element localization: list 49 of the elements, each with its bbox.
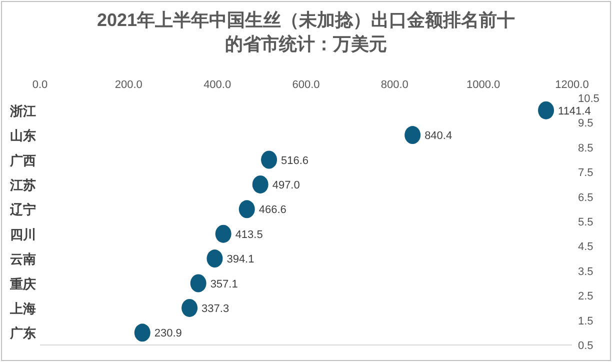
data-label: 337.3: [202, 302, 230, 315]
x-tick-label: 200.0: [114, 79, 142, 91]
point: [206, 250, 223, 268]
data-label: 840.4: [424, 130, 452, 142]
y2-tick-label: 10.5: [578, 93, 600, 105]
x-tick-label: 800.0: [380, 79, 408, 91]
x-tick-label: 1000.0: [466, 79, 500, 91]
y2-tick-label: 4.5: [578, 241, 594, 254]
data-label: 394.1: [226, 254, 254, 266]
data-label: 230.9: [154, 328, 182, 340]
y2-tick-label: 9.5: [578, 118, 594, 130]
y-tick-label: 四川: [10, 226, 36, 242]
y-tick-label: 广西: [9, 152, 36, 168]
y-tick-label: 江苏: [9, 177, 36, 192]
point: [182, 298, 198, 317]
data-label: 413.5: [235, 228, 263, 241]
y-tick-label: 广东: [9, 326, 36, 341]
x-tick-label: 600.0: [292, 79, 320, 91]
y2-tick-label: 1.5: [578, 315, 594, 328]
data-label: 466.6: [258, 204, 286, 216]
data-label: 357.1: [210, 278, 238, 290]
point: [190, 274, 206, 292]
y-tick-label: 山东: [10, 128, 36, 144]
data-label: 516.6: [281, 154, 309, 167]
chart-title: 2021年上半年中国生丝（未加捻）出口金额排名前十的省市统计：万美元: [96, 9, 516, 56]
y2-tick-label: 7.5: [578, 167, 594, 180]
x-tick-label: 0.0: [32, 79, 48, 91]
y-tick-label: 上海: [9, 300, 36, 316]
y2-tick-label: 0.5: [578, 340, 594, 352]
y-tick-label: 重庆: [9, 276, 36, 292]
point: [538, 101, 554, 120]
x-tick-label: 400.0: [204, 79, 232, 91]
y-tick-label: 浙江: [9, 103, 36, 118]
point: [252, 175, 268, 194]
y2-tick-label: 2.5: [578, 290, 594, 303]
point: [404, 126, 421, 144]
data-label: 1141.4: [558, 105, 591, 118]
point: [261, 150, 278, 169]
point: [238, 200, 255, 218]
y2-tick-label: 5.5: [578, 216, 594, 228]
x-tick-label: 1200.0: [555, 79, 589, 91]
y2-tick-label: 6.5: [578, 192, 594, 204]
y2-tick-label: 8.5: [578, 142, 594, 154]
point: [134, 324, 150, 342]
y2-tick-label: 3.5: [578, 266, 594, 278]
data-label: 497.0: [272, 179, 300, 192]
y-tick-label: 辽宁: [9, 202, 36, 218]
point: [215, 224, 232, 243]
y-tick-label: 云南: [10, 252, 36, 267]
